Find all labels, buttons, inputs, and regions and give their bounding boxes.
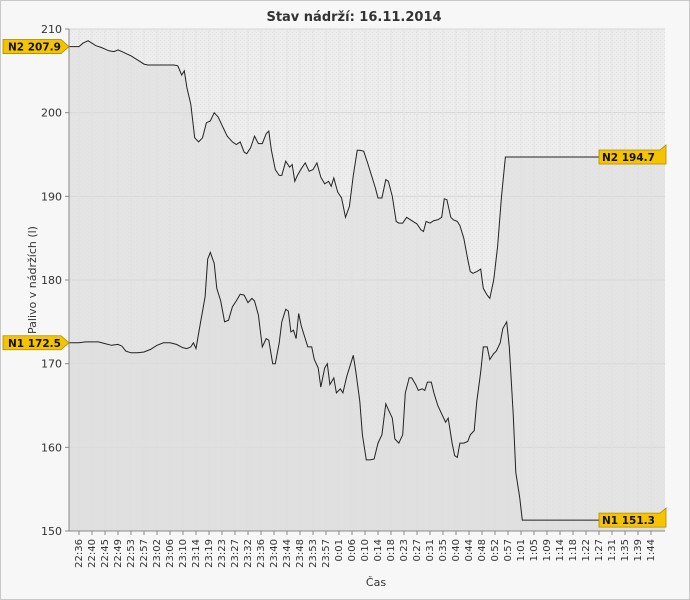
x-tick-label: 23:19 [204, 539, 215, 568]
x-tick-label: 1:35 [620, 539, 631, 561]
x-tick-label: 1:09 [542, 539, 553, 561]
series-area-n1 [69, 252, 665, 531]
series-label-start-n2: N2 207.9 [8, 42, 61, 54]
y-axis-label: Palivo v nádržích (l) [26, 226, 39, 334]
x-tick-label: 0:10 [360, 539, 371, 561]
x-ticks: 22:36 22:40 22:45 22:49 22:53 22:57 23:02 23:06… [74, 531, 657, 568]
y-tick-label: 160 [41, 441, 62, 454]
series-label-end-n1: N1 151.3 [602, 515, 655, 527]
series-lines [69, 40, 665, 521]
y-tick-label: 170 [41, 358, 62, 371]
y-tick-label: 190 [41, 190, 62, 203]
y-ticks: 150 160 170 180 190 200 210 [41, 23, 69, 538]
x-tick-label: 0:01 [334, 539, 345, 561]
x-tick-label: 0:18 [386, 539, 397, 561]
series-line-n1 [69, 250, 665, 521]
x-tick-label: 0:06 [347, 539, 358, 561]
x-tick-label: 0:57 [503, 539, 514, 561]
x-tick-label: 1:44 [646, 539, 657, 561]
series-line-n2 [69, 40, 665, 300]
x-tick-label: 23:10 [178, 539, 189, 568]
series-flag-start-n2 [2, 39, 70, 54]
x-tick-label: 23:57 [321, 539, 332, 568]
x-tick-label: 23:32 [243, 539, 254, 568]
x-tick-label: 23:23 [217, 539, 228, 568]
y-tick-label: 200 [41, 107, 62, 120]
x-tick-label: 0:44 [464, 539, 475, 561]
series-flag-end-n2 [598, 144, 667, 165]
y-tick-label: 180 [41, 274, 62, 287]
x-tick-label: 0:23 [399, 539, 410, 561]
x-tick-label: 23:36 [256, 539, 267, 568]
x-tick-label: 1:22 [581, 539, 592, 561]
x-tick-label: 0:40 [451, 539, 462, 561]
x-tick-label: 22:49 [113, 539, 124, 568]
x-tick-label: 1:14 [555, 539, 566, 561]
x-tick-label: 1:31 [607, 539, 618, 561]
x-tick-label: 0:48 [477, 539, 488, 561]
x-tick-label: 1:01 [516, 539, 527, 561]
x-tick-label: 23:02 [152, 539, 163, 568]
series-areas [69, 40, 665, 531]
series-flag-start-n1 [2, 335, 70, 351]
x-tick-label: 0:35 [438, 539, 449, 561]
x-tick-label: 1:27 [594, 539, 605, 561]
x-tick-label: 22:57 [139, 539, 150, 568]
x-tick-label: 22:40 [87, 539, 98, 568]
series-label-start-n1: N1 172.5 [8, 338, 61, 350]
x-tick-label: 23:14 [191, 539, 202, 568]
y-tick-label: 210 [41, 23, 62, 36]
y-tick-label: 150 [41, 525, 62, 538]
x-tick-label: 23:40 [269, 539, 280, 568]
x-tick-label: 1:18 [568, 539, 579, 561]
x-tick-label: 1:05 [529, 539, 540, 561]
x-tick-label: 23:06 [165, 539, 176, 568]
series-flags: N2 207.9 N2 194.7 N1 172.5 N1 151.3 [2, 39, 667, 528]
x-axis-label: Čas [366, 576, 386, 589]
x-tick-label: 0:31 [425, 539, 436, 561]
chart-title: Stav nádrží: 16.11.2014 [266, 10, 441, 25]
series-label-end-n2: N2 194.7 [602, 152, 655, 164]
x-tick-label: 22:45 [100, 539, 111, 568]
x-tick-label: 0:14 [373, 539, 384, 561]
x-tick-label: 0:27 [412, 539, 423, 561]
x-tick-label: 1:39 [633, 539, 644, 561]
x-tick-label: 0:52 [490, 539, 501, 561]
x-tick-label: 23:44 [282, 539, 293, 568]
x-tick-label: 23:27 [230, 539, 241, 568]
x-tick-label: 22:53 [126, 539, 137, 568]
x-tick-label: 23:48 [295, 539, 306, 568]
x-tick-label: 22:36 [74, 539, 85, 568]
x-tick-label: 23:53 [308, 539, 319, 568]
series-flag-end-n1 [598, 507, 667, 528]
